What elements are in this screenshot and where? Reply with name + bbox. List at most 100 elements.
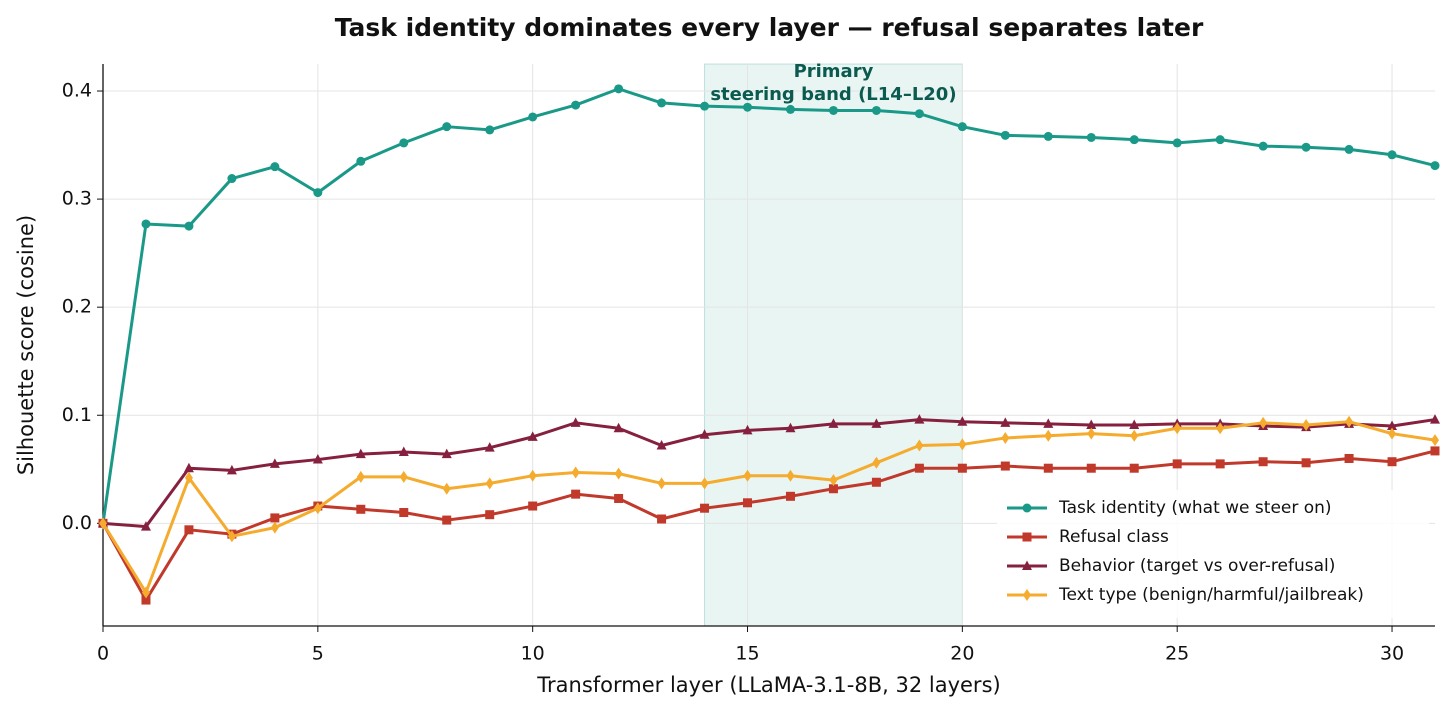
marker <box>1000 130 1010 140</box>
marker <box>1302 418 1311 431</box>
series-line <box>101 420 1436 594</box>
marker <box>442 482 451 495</box>
marker <box>528 112 538 122</box>
marker <box>270 162 280 172</box>
marker <box>1129 419 1140 429</box>
marker <box>356 470 365 483</box>
band-annotation: steering band (L14–L20) <box>710 84 956 105</box>
x-tick-label: 25 <box>1165 643 1189 665</box>
marker <box>485 125 495 135</box>
marker <box>1172 138 1182 148</box>
marker <box>1000 417 1011 427</box>
marker <box>226 464 237 475</box>
legend-label: Task identity (what we steer on) <box>1058 498 1332 518</box>
marker <box>1216 422 1225 435</box>
marker <box>1388 427 1397 440</box>
x-tick-label: 20 <box>950 643 974 665</box>
marker <box>1023 589 1031 601</box>
marker <box>656 440 667 450</box>
marker <box>570 417 581 427</box>
marker <box>1022 560 1032 570</box>
y-tick-label: 0.1 <box>62 404 92 426</box>
marker <box>485 477 494 490</box>
marker <box>484 442 495 452</box>
marker <box>227 530 236 543</box>
legend-label: Behavior (target vs over-refusal) <box>1059 556 1335 576</box>
marker <box>1022 503 1032 513</box>
marker <box>1301 142 1311 152</box>
marker <box>786 469 795 482</box>
y-tick-label: 0.2 <box>62 296 92 318</box>
marker <box>571 489 581 499</box>
marker <box>957 416 968 426</box>
marker <box>785 491 795 501</box>
marker <box>1129 135 1139 145</box>
marker <box>356 504 366 514</box>
legend-label: Text type (benign/harmful/jailbreak) <box>1058 585 1364 605</box>
marker <box>1087 427 1096 440</box>
marker <box>700 503 710 513</box>
marker <box>441 448 452 459</box>
highlight-band <box>704 63 963 627</box>
marker <box>1043 131 1053 141</box>
marker <box>1430 446 1440 456</box>
marker <box>269 458 280 468</box>
marker <box>871 477 881 487</box>
marker <box>785 422 796 433</box>
marker <box>1387 457 1397 467</box>
marker <box>1129 463 1139 473</box>
marker <box>270 513 280 523</box>
marker <box>1173 422 1182 435</box>
marker <box>785 104 795 114</box>
marker <box>141 586 150 599</box>
marker <box>828 484 838 494</box>
band-annotation: Primary <box>794 61 874 82</box>
legend-box <box>997 490 1429 618</box>
marker <box>442 122 452 132</box>
marker <box>657 477 666 490</box>
marker <box>1258 457 1268 467</box>
marker <box>183 462 194 473</box>
marker <box>828 105 838 115</box>
marker <box>699 429 710 439</box>
marker <box>1086 463 1096 473</box>
marker <box>829 474 838 487</box>
marker <box>1215 459 1225 469</box>
marker <box>657 98 667 108</box>
x-tick-label: 5 <box>312 643 324 665</box>
marker <box>872 456 881 469</box>
chart-title: Task identity dominates every layer — re… <box>335 13 1204 42</box>
marker <box>1387 150 1397 160</box>
marker <box>1344 144 1354 154</box>
marker <box>743 469 752 482</box>
marker <box>1387 420 1398 431</box>
marker <box>528 469 537 482</box>
marker <box>140 521 151 531</box>
marker <box>743 102 753 112</box>
marker <box>1301 458 1311 468</box>
marker <box>1086 419 1097 429</box>
marker <box>399 470 408 483</box>
marker <box>1431 434 1439 447</box>
marker <box>958 438 967 451</box>
marker <box>313 188 323 198</box>
marker <box>657 514 667 524</box>
marker <box>614 493 624 503</box>
marker <box>1215 135 1225 145</box>
marker <box>270 521 279 534</box>
marker <box>1000 461 1010 471</box>
marker <box>700 477 709 490</box>
y-tick-label: 0.3 <box>62 188 92 210</box>
marker <box>528 501 538 511</box>
marker <box>1043 418 1054 428</box>
marker <box>957 463 967 473</box>
marker <box>184 525 194 535</box>
marker <box>1259 416 1268 429</box>
marker <box>312 454 323 464</box>
marker <box>613 422 624 433</box>
marker <box>1130 429 1139 442</box>
x-tick-label: 10 <box>521 643 545 665</box>
marker <box>1022 532 1032 542</box>
marker <box>398 446 409 456</box>
